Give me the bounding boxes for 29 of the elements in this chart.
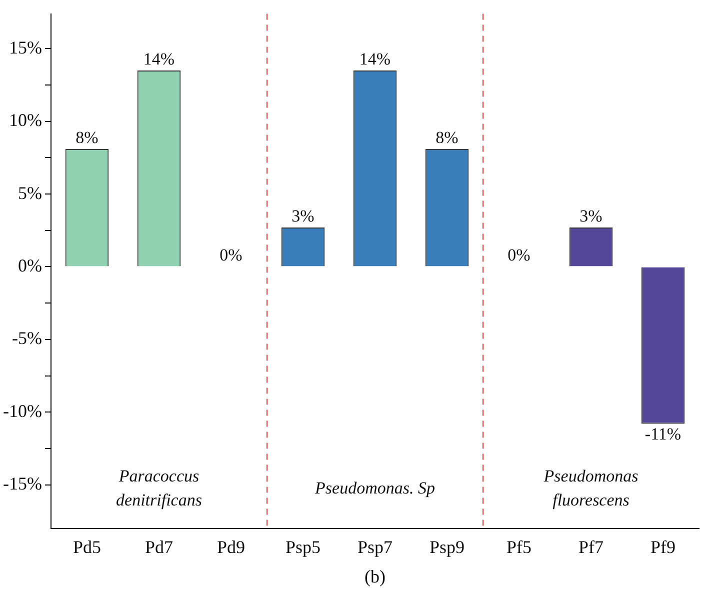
x-tick-label: Psp9 — [429, 536, 465, 557]
data-label: 3% — [292, 206, 314, 226]
y-tick-label: -10% — [2, 400, 42, 421]
y-tick-label: 5% — [18, 182, 42, 203]
data-label: 0% — [220, 246, 242, 265]
x-tick-label: Pf7 — [578, 536, 604, 557]
annotation: Pseudomonas fluorescens — [542, 466, 639, 510]
x-tick-label: Pd5 — [72, 536, 101, 557]
x-tick-label: Psp7 — [357, 536, 392, 557]
x-tick-label: Psp5 — [285, 536, 320, 557]
data-label: 0% — [508, 246, 530, 265]
data-label: 3% — [580, 206, 602, 226]
text: (b) — [364, 566, 386, 587]
x-tick-label: Pf5 — [506, 536, 532, 557]
y-tick-label: 15% — [8, 37, 42, 58]
data-label: 14% — [359, 49, 391, 68]
x-tick-label: Pf9 — [650, 536, 676, 557]
y-tick-label: -5% — [12, 328, 42, 348]
x-tick-label: Pd7 — [144, 536, 173, 557]
data-label: 8% — [76, 128, 98, 147]
x-tick-label: Pd9 — [216, 536, 245, 557]
annotation: Pseudomonas. Sp — [314, 478, 435, 498]
y-tick-label: -15% — [2, 474, 42, 494]
data-label: 8% — [436, 128, 458, 147]
data-label: -11% — [644, 424, 682, 444]
y-tick-label: 0% — [18, 255, 42, 276]
data-label: 14% — [143, 49, 175, 68]
annotation: Paracoccus denitrificans — [116, 466, 202, 510]
y-tick-label: 10% — [8, 110, 42, 130]
